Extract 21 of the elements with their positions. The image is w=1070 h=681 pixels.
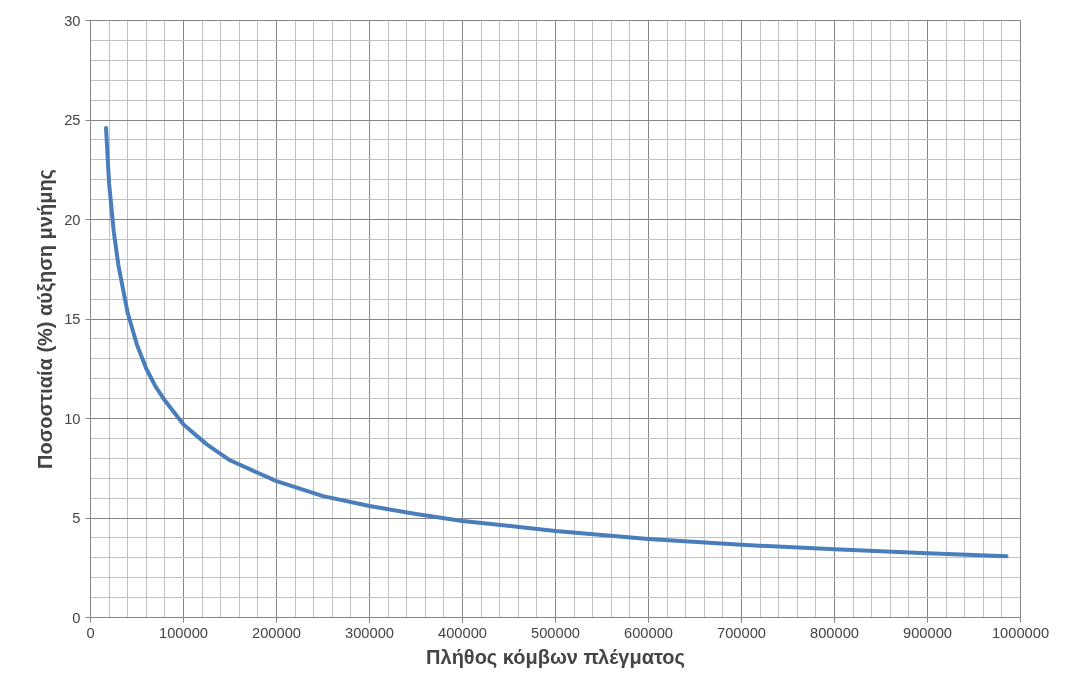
y-axis-title: Ποσοστιαία (%) αύξηση μνήμης [34,168,57,470]
x-tick-label: 200000 [252,624,301,641]
x-tick-label: 900000 [903,624,952,641]
x-tick-label: 600000 [624,624,673,641]
x-tick-label: 300000 [345,624,394,641]
y-tick-label: 20 [64,211,81,228]
x-axis-title: Πλήθος κόμβων πλέγματος [426,645,685,668]
x-tick-label: 100000 [159,624,208,641]
x-tick-label: 1000000 [991,624,1050,641]
x-tick-label: 800000 [810,624,859,641]
x-tick-label: 700000 [717,624,766,641]
y-tick-label: 10 [64,410,81,427]
line-series [104,125,1009,559]
y-tick-label: 5 [72,510,81,526]
x-tick-label: 500000 [531,624,580,641]
y-tick-label: 30 [64,12,81,29]
x-tick-label: 400000 [438,624,487,641]
x-tick-label: 0 [86,624,95,641]
y-tick-label: 0 [72,609,81,626]
y-tick-label: 15 [64,311,81,327]
y-tick-label: 25 [64,112,81,128]
